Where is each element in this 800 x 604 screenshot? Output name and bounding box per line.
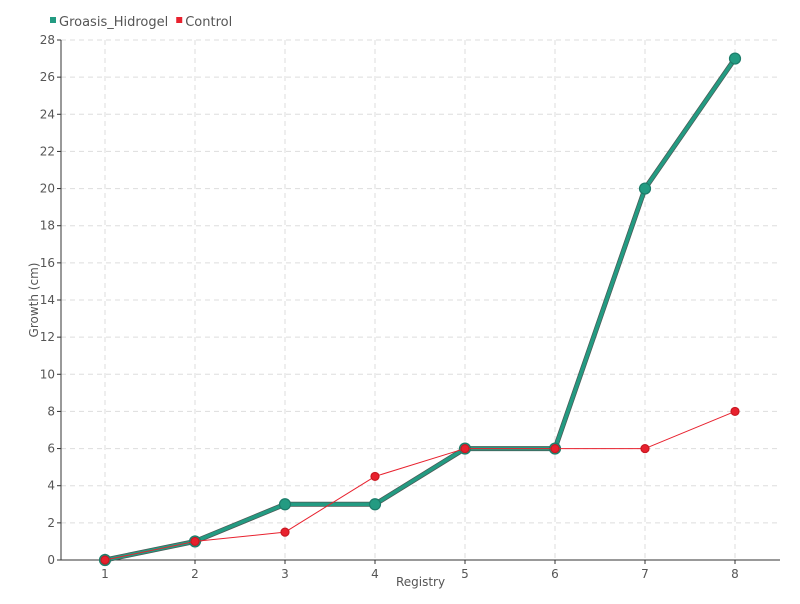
series-line-shadow (104, 57, 738, 563)
legend-swatch (176, 17, 183, 23)
y-tick-label: 26 (40, 70, 55, 84)
data-point[interactable] (278, 498, 292, 511)
y-tick-label: 0 (47, 553, 55, 567)
x-tick-label: 7 (641, 567, 649, 581)
y-tick-label: 2 (47, 516, 55, 530)
y-tick-label: 14 (40, 293, 55, 307)
data-point[interactable] (100, 555, 110, 565)
x-tick-label: 4 (371, 567, 379, 581)
legend-swatch (50, 17, 56, 23)
y-tick-label: 24 (40, 107, 55, 121)
grid (61, 39, 780, 561)
y-tick-label: 18 (40, 219, 55, 233)
data-point[interactable] (370, 471, 380, 482)
legend: Groasis_Hidrogel Control (50, 15, 232, 30)
x-tick-label: 3 (281, 567, 289, 581)
series (98, 52, 742, 567)
data-point[interactable] (280, 527, 290, 537)
y-tick-label: 16 (40, 256, 55, 270)
y-tick-label: 6 (47, 442, 55, 456)
x-axis-title: Registry (396, 575, 445, 589)
data-point[interactable] (460, 443, 470, 454)
legend-item[interactable]: Control (176, 15, 232, 30)
data-point[interactable] (190, 536, 200, 547)
data-point[interactable] (550, 443, 560, 454)
legend-item[interactable]: Groasis_Hidrogel (50, 15, 168, 30)
y-tick-label: 8 (47, 404, 55, 418)
x-tick-label: 8 (731, 567, 739, 581)
x-tick-label: 5 (461, 567, 469, 581)
axes (60, 40, 780, 561)
y-tick-label: 10 (40, 367, 55, 381)
data-point[interactable] (730, 406, 740, 417)
legend-label: Control (185, 15, 232, 30)
data-point[interactable] (368, 498, 382, 511)
y-tick-label: 20 (40, 182, 55, 196)
y-tick-label: 22 (40, 144, 55, 158)
data-point[interactable] (728, 52, 742, 65)
series-line (104, 57, 737, 562)
x-tick-label: 1 (101, 567, 109, 581)
data-point[interactable] (640, 443, 650, 454)
x-tick-label: 6 (551, 567, 559, 581)
x-tick-label: 2 (191, 567, 199, 581)
x-ticks: 1 2 3 4 5 6 7 8 (101, 560, 739, 581)
y-tick-label: 4 (47, 479, 55, 493)
series-line (104, 410, 736, 561)
data-point[interactable] (638, 182, 652, 195)
y-tick-label: 12 (40, 330, 55, 344)
series-control (100, 406, 740, 565)
y-axis-title: Growth (cm) (27, 263, 41, 338)
legend-label: Groasis_Hidrogel (59, 15, 168, 30)
y-tick-label: 28 (40, 33, 55, 47)
series-groasis-hidrogel (98, 52, 742, 567)
